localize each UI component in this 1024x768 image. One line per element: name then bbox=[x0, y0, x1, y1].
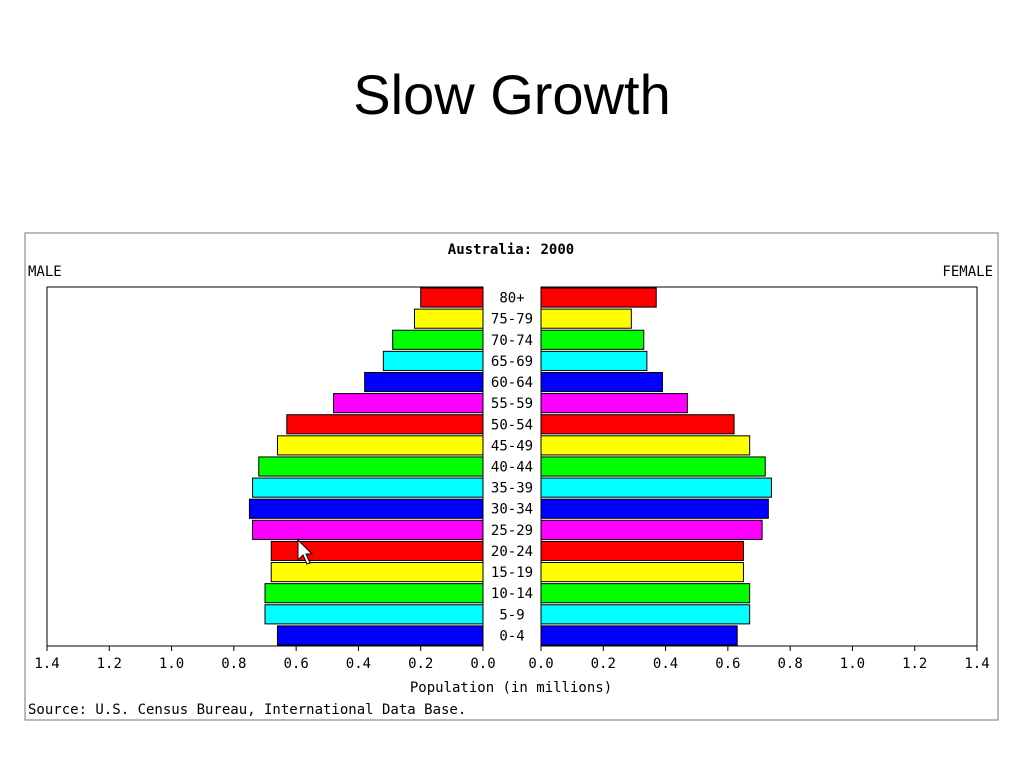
female-bar-75-79 bbox=[540, 308, 632, 329]
female-bar-50-54 bbox=[540, 414, 735, 435]
male-label: MALE bbox=[28, 264, 62, 280]
male-bar-50-54 bbox=[286, 414, 484, 435]
age-group-label: 50-54 bbox=[491, 417, 533, 433]
x-tick-label: 1.4 bbox=[964, 656, 989, 672]
male-bar-75-79 bbox=[413, 308, 484, 329]
female-bar-15-19 bbox=[540, 562, 744, 583]
male-bar-15-19 bbox=[270, 562, 484, 583]
x-tick-label: 1.0 bbox=[159, 656, 184, 672]
female-bar-65-69 bbox=[540, 350, 648, 371]
female-bar-30-34 bbox=[540, 498, 769, 519]
age-group-label: 25-29 bbox=[491, 523, 533, 539]
female-bar-60-64 bbox=[540, 371, 663, 393]
age-group-label: 45-49 bbox=[491, 438, 533, 454]
age-group-label: 5-9 bbox=[499, 607, 524, 623]
slide-title: Slow Growth bbox=[353, 63, 671, 126]
male-bar-45-49 bbox=[276, 435, 484, 456]
age-group-label: 70-74 bbox=[491, 333, 533, 349]
x-tick-label: 0.8 bbox=[777, 656, 802, 672]
age-group-label: 0-4 bbox=[499, 628, 524, 644]
age-group-label: 75-79 bbox=[491, 312, 533, 328]
age-group-label: 15-19 bbox=[491, 565, 533, 581]
chart-frame bbox=[24, 232, 999, 721]
male-bar-70-74 bbox=[392, 329, 484, 350]
x-tick-label: 1.4 bbox=[34, 656, 59, 672]
x-tick-label: 0.0 bbox=[470, 656, 495, 672]
age-group-label: 65-69 bbox=[491, 354, 533, 370]
male-bar-65-69 bbox=[382, 350, 484, 371]
female-bar-55-59 bbox=[540, 393, 688, 414]
female-bar-25-29 bbox=[540, 519, 763, 540]
male-bar-10-14 bbox=[264, 583, 484, 604]
x-tick-label: 1.2 bbox=[97, 656, 122, 672]
male-bar-25-29 bbox=[252, 519, 484, 540]
x-tick-label: 0.4 bbox=[346, 656, 371, 672]
x-tick-label: 0.2 bbox=[408, 656, 433, 672]
male-bar-60-64 bbox=[364, 371, 484, 393]
x-tick-label: 0.2 bbox=[591, 656, 616, 672]
male-bar-0-4 bbox=[276, 625, 484, 646]
female-bar-35-39 bbox=[540, 477, 772, 498]
x-tick-label: 1.0 bbox=[840, 656, 865, 672]
mouse-pointer-icon bbox=[297, 538, 314, 565]
female-bar-20-24 bbox=[540, 540, 744, 562]
x-tick-label: 0.6 bbox=[283, 656, 308, 672]
age-group-label: 55-59 bbox=[491, 396, 533, 412]
female-bar-40-44 bbox=[540, 456, 766, 477]
male-bar-20-24 bbox=[270, 540, 484, 562]
male-bar-55-59 bbox=[333, 393, 484, 414]
male-bar-80+ bbox=[420, 287, 484, 308]
chart-title: Australia: 2000 bbox=[448, 242, 574, 258]
x-tick-label: 0.6 bbox=[715, 656, 740, 672]
female-bar-0-4 bbox=[540, 625, 738, 646]
age-group-label: 20-24 bbox=[491, 544, 533, 560]
x-tick-label: 0.8 bbox=[221, 656, 246, 672]
age-group-label: 35-39 bbox=[491, 481, 533, 497]
male-bar-30-34 bbox=[248, 498, 484, 519]
x-tick-label: 1.2 bbox=[902, 656, 927, 672]
age-group-label: 60-64 bbox=[491, 375, 533, 391]
x-tick-label: 0.4 bbox=[653, 656, 678, 672]
x-axis-label: Population (in millions) bbox=[410, 680, 612, 696]
female-bar-80+ bbox=[540, 287, 657, 308]
source-note: Source: U.S. Census Bureau, Internationa… bbox=[28, 702, 466, 718]
male-bar-40-44 bbox=[258, 456, 484, 477]
female-bar-5-9 bbox=[540, 604, 751, 625]
age-group-label: 30-34 bbox=[491, 502, 533, 518]
female-label: FEMALE bbox=[942, 264, 993, 280]
male-bar-5-9 bbox=[264, 604, 484, 625]
female-bar-10-14 bbox=[540, 583, 751, 604]
age-group-label: 80+ bbox=[499, 291, 524, 307]
male-bar-35-39 bbox=[252, 477, 484, 498]
female-bar-70-74 bbox=[540, 329, 645, 350]
age-group-label: 40-44 bbox=[491, 460, 533, 476]
female-bar-45-49 bbox=[540, 435, 751, 456]
x-tick-label: 0.0 bbox=[528, 656, 553, 672]
age-group-label: 10-14 bbox=[491, 586, 533, 602]
